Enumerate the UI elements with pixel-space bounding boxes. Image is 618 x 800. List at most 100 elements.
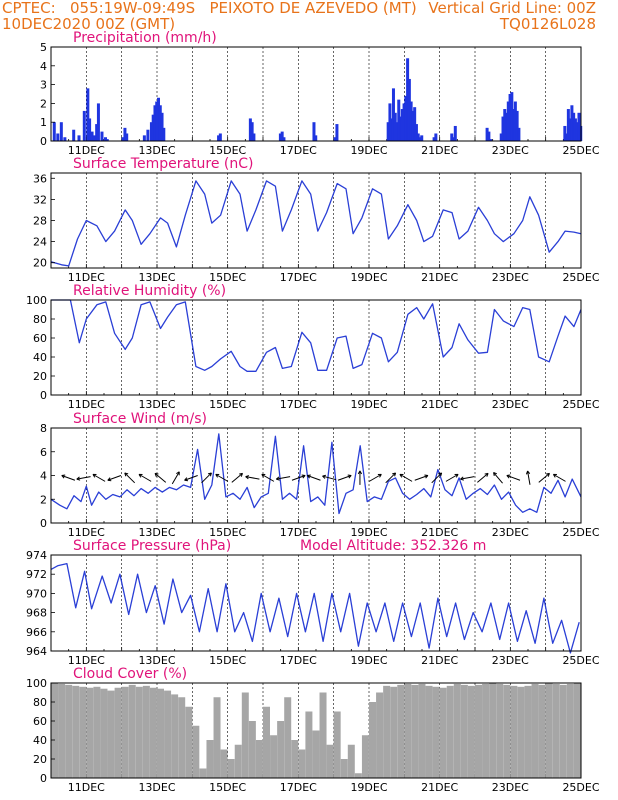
precip-bar	[565, 133, 569, 141]
x-tick-label: 17DEC	[280, 398, 317, 411]
cloud-bar	[559, 684, 567, 778]
precip-bar	[510, 92, 514, 141]
wind-arrow	[385, 472, 397, 484]
cloud-bar	[107, 690, 115, 778]
cloud-bar	[284, 697, 292, 778]
precip-bar	[105, 139, 109, 141]
precip-bar	[388, 103, 392, 141]
precip-bar	[160, 112, 164, 141]
cloud-bar	[376, 692, 384, 778]
wind-arrow	[76, 476, 91, 481]
x-tick-label: 23DEC	[492, 781, 529, 794]
y-tick-label: 100	[26, 294, 47, 307]
precip-bar	[96, 103, 100, 141]
wind-arrow	[107, 475, 122, 482]
precip-bar	[333, 137, 337, 141]
precip-bar	[153, 105, 157, 141]
cloud-bar	[460, 684, 468, 778]
cloud-bar	[241, 692, 249, 778]
wind-arrow	[275, 476, 291, 481]
wind-arrow	[231, 472, 243, 483]
y-tick-label: 0	[40, 772, 47, 785]
x-tick-label: 23DEC	[492, 398, 529, 411]
y-tick-label: 28	[33, 215, 47, 228]
wind-arrow	[368, 473, 382, 482]
panel-title: Surface Wind (m/s)	[73, 411, 207, 427]
header-date-line: 10DEC2020 00Z (GMT)	[2, 15, 176, 33]
x-tick-label: 15DEC	[209, 781, 246, 794]
wind-arrow	[525, 470, 531, 485]
cloud-bar	[489, 683, 497, 778]
wind-arrow	[201, 472, 212, 484]
y-tick-label: 0	[40, 389, 47, 402]
x-tick-label: 13DEC	[138, 271, 175, 284]
precip-bar	[450, 133, 454, 141]
precip-bar	[512, 109, 516, 141]
precip-bar	[414, 124, 418, 141]
precip-bar	[395, 122, 399, 141]
y-tick-label: 32	[33, 193, 47, 206]
cloud-bar	[213, 697, 221, 778]
x-tick-label: 17DEC	[280, 781, 317, 794]
y-tick-label: 4	[40, 60, 47, 73]
y-tick-label: 2	[40, 493, 47, 506]
precip-bar	[390, 118, 394, 141]
header-left: CPTEC: 055:19W-09:49S PEIXOTO DE AZEVEDO…	[2, 0, 417, 32]
precip-bar	[489, 139, 493, 141]
cloud-bar	[566, 683, 574, 778]
series-line	[50, 562, 580, 654]
x-tick-label: 15DEC	[209, 271, 246, 284]
x-tick-label: 21DEC	[421, 144, 458, 157]
cloud-bar	[411, 684, 419, 778]
x-tick-label: 17DEC	[280, 654, 317, 667]
cloud-bar	[135, 686, 143, 778]
x-tick-label: 25DEC	[562, 781, 599, 794]
precip-bar	[104, 137, 107, 141]
precip-bar	[92, 135, 96, 141]
panel-1: Surface Temperature (nC) 20 24 28 32 36 11DEC 1…	[33, 156, 600, 284]
x-tick-label: 19DEC	[350, 398, 387, 411]
y-tick-label: 1	[40, 116, 47, 129]
cloud-bar	[453, 683, 461, 778]
precip-bar	[515, 110, 519, 141]
cloud-bar	[298, 749, 306, 778]
wind-arrow	[552, 473, 566, 482]
cloud-bar	[319, 692, 327, 778]
cloud-bar	[482, 683, 490, 778]
x-tick-label: 13DEC	[138, 526, 175, 539]
panel-title: Cloud Cover (%)	[73, 666, 187, 682]
cloud-bar	[446, 685, 454, 778]
panel-title: Precipitation (mm/h)	[73, 30, 217, 46]
wind-arrow	[245, 475, 260, 480]
precip-bar	[90, 131, 94, 141]
wind-arrow	[414, 474, 429, 481]
y-tick-label: 60	[33, 332, 47, 345]
cloud-bar	[72, 685, 80, 778]
cloud-bar	[510, 685, 518, 778]
x-tick-label: 13DEC	[138, 654, 175, 667]
precip-bar	[77, 135, 81, 141]
cloud-bar	[404, 683, 412, 778]
cloud-bar	[467, 685, 475, 778]
wind-arrow	[399, 473, 413, 482]
x-tick-label: 23DEC	[492, 271, 529, 284]
precip-bar	[121, 137, 125, 141]
cloud-bar	[65, 684, 73, 778]
cloud-bar	[425, 685, 433, 778]
y-tick-label: 100	[26, 677, 47, 690]
cloud-bar	[340, 759, 348, 778]
precip-bar	[218, 133, 222, 141]
x-tick-label: 13DEC	[138, 144, 175, 157]
panel-3: Surface Wind (m/s) 0 2 4 6 8 11DEC 13DEC 15DEC 17…	[40, 411, 600, 539]
cloud-bar	[51, 683, 58, 778]
wind-arrow	[538, 472, 550, 483]
cloud-bar	[390, 686, 398, 778]
y-tick-label: 966	[26, 626, 47, 639]
wind-arrow	[460, 476, 475, 481]
cloud-bar	[333, 711, 341, 778]
precip-bar	[335, 124, 339, 141]
cloud-bar	[475, 684, 482, 778]
cloud-bar	[326, 744, 334, 778]
y-tick-label: 80	[33, 696, 47, 709]
wind-arrow	[171, 471, 180, 485]
